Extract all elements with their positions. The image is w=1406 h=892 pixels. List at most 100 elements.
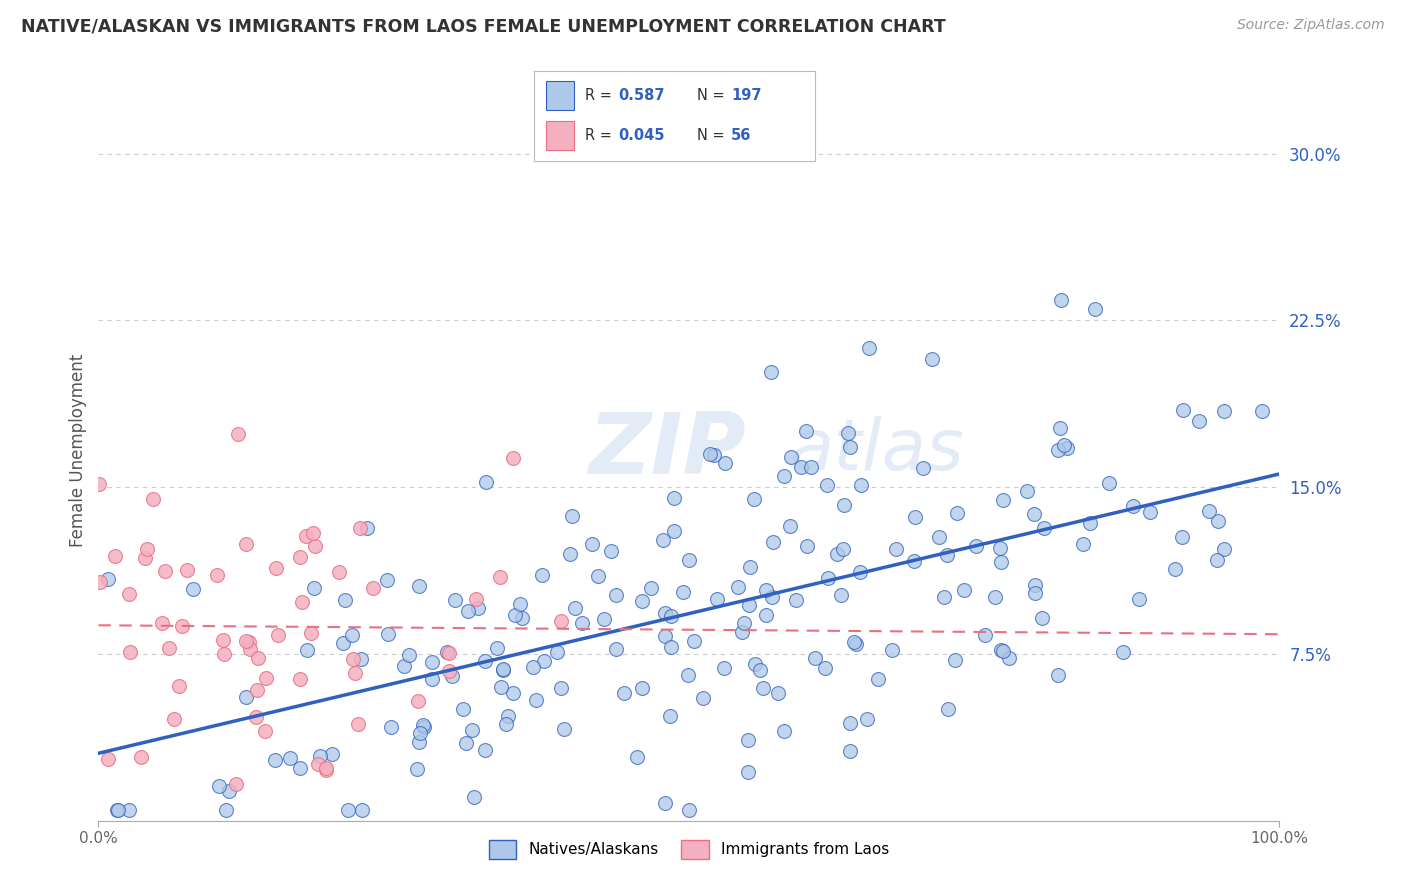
Point — [505, 608, 527, 623]
Point — [815, 478, 838, 492]
Point — [1071, 537, 1094, 551]
Point — [295, 529, 318, 543]
Point — [751, 681, 773, 695]
Point — [170, 619, 193, 633]
Bar — [546, 81, 574, 110]
Point — [408, 579, 430, 593]
Point — [1188, 414, 1211, 428]
Point — [796, 539, 818, 553]
Point — [592, 612, 614, 626]
Point — [678, 803, 700, 817]
Point — [533, 654, 555, 668]
Point — [676, 667, 699, 681]
Point — [489, 570, 512, 584]
Point — [218, 784, 240, 798]
Point — [157, 640, 180, 655]
Point — [377, 627, 399, 641]
Point — [142, 491, 165, 506]
Point — [215, 803, 238, 817]
Point — [245, 710, 267, 724]
Point — [737, 732, 759, 747]
Point — [1122, 499, 1144, 513]
Point — [495, 717, 517, 731]
Point — [163, 712, 186, 726]
Point — [492, 663, 515, 677]
Point — [263, 754, 285, 768]
Point — [813, 661, 835, 675]
Point — [1050, 293, 1073, 307]
Point — [785, 593, 807, 607]
Point — [420, 672, 443, 686]
Point — [755, 607, 778, 622]
Point — [246, 683, 269, 698]
Point — [640, 581, 662, 595]
Point — [336, 803, 359, 817]
Point — [247, 651, 270, 665]
Point — [990, 643, 1012, 657]
Point — [375, 574, 398, 588]
Point — [1024, 586, 1046, 600]
Point — [817, 571, 839, 585]
Point — [832, 541, 855, 556]
Point — [1173, 402, 1195, 417]
Point — [437, 664, 460, 678]
Point — [553, 723, 575, 737]
Point — [884, 541, 907, 556]
Point — [309, 748, 332, 763]
Point — [779, 450, 801, 464]
Point — [659, 609, 682, 624]
Point — [167, 679, 190, 693]
Point — [903, 554, 925, 568]
Point — [531, 567, 554, 582]
Point — [474, 743, 496, 757]
Point — [1098, 475, 1121, 490]
Legend: Natives/Alaskans, Immigrants from Laos: Natives/Alaskans, Immigrants from Laos — [482, 834, 896, 865]
Point — [768, 685, 790, 699]
Point — [965, 540, 987, 554]
Point — [858, 341, 880, 355]
Point — [105, 803, 128, 817]
Point — [474, 654, 496, 668]
Point — [984, 590, 1007, 604]
Point — [654, 796, 676, 810]
Point — [837, 426, 859, 441]
Point — [839, 744, 862, 758]
Point — [560, 547, 582, 561]
Point — [936, 702, 959, 716]
Point — [856, 712, 879, 726]
Point — [315, 761, 337, 775]
Point — [1213, 542, 1236, 557]
Point — [749, 663, 772, 677]
Point — [181, 582, 204, 596]
Point — [825, 547, 848, 561]
Point — [465, 592, 488, 607]
Point — [1112, 644, 1135, 658]
Point — [1049, 421, 1071, 435]
Point — [804, 651, 827, 665]
Point — [342, 628, 364, 642]
Point — [299, 626, 322, 640]
Point — [849, 565, 872, 579]
Text: N =: N = — [697, 128, 730, 143]
Point — [328, 566, 350, 580]
Point — [658, 709, 681, 723]
Point — [904, 509, 927, 524]
Point — [441, 668, 464, 682]
Point — [443, 593, 465, 607]
Y-axis label: Female Unemployment: Female Unemployment — [69, 354, 87, 547]
Point — [761, 590, 783, 604]
Point — [398, 648, 420, 663]
Point — [659, 640, 682, 654]
Point — [264, 561, 287, 575]
Point — [254, 671, 277, 685]
Point — [794, 425, 817, 439]
Point — [392, 659, 415, 673]
Point — [699, 447, 721, 461]
Text: Source: ZipAtlas.com: Source: ZipAtlas.com — [1237, 18, 1385, 32]
Point — [564, 600, 586, 615]
Point — [380, 720, 402, 734]
Point — [1017, 484, 1039, 499]
Text: 0.045: 0.045 — [619, 128, 665, 143]
Point — [176, 563, 198, 577]
Point — [773, 469, 796, 483]
